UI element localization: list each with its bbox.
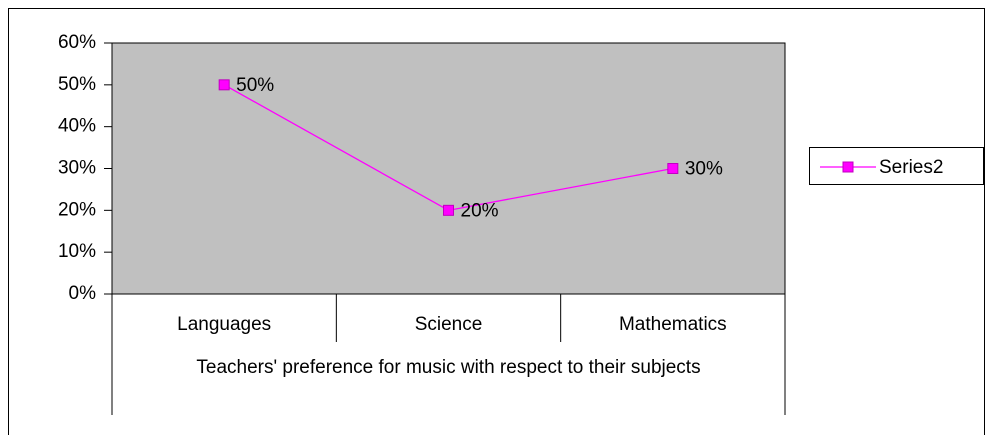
data-label: 30% <box>685 159 723 180</box>
x-tick-label: Science <box>415 314 483 335</box>
y-tick-label: 0% <box>69 283 97 304</box>
x-axis-label: Teachers' preference for music with resp… <box>196 357 701 378</box>
y-tick-label: 10% <box>58 241 96 262</box>
y-tick-label: 20% <box>58 199 96 220</box>
y-tick-label: 40% <box>58 116 96 137</box>
legend-label: Series2 <box>879 157 943 178</box>
legend-marker <box>842 161 854 173</box>
marker <box>218 79 230 91</box>
legend-box <box>809 147 984 185</box>
marker <box>667 163 679 174</box>
chart-border <box>8 8 985 435</box>
data-label: 20% <box>461 200 499 221</box>
marker <box>443 204 454 216</box>
x-tick-label: Mathematics <box>619 314 727 335</box>
y-tick-label: 30% <box>58 158 96 179</box>
y-tick-label: 50% <box>58 74 96 95</box>
x-tick-label: Languages <box>177 314 271 335</box>
y-tick-label: 60% <box>58 32 96 53</box>
data-label: 50% <box>236 75 274 96</box>
